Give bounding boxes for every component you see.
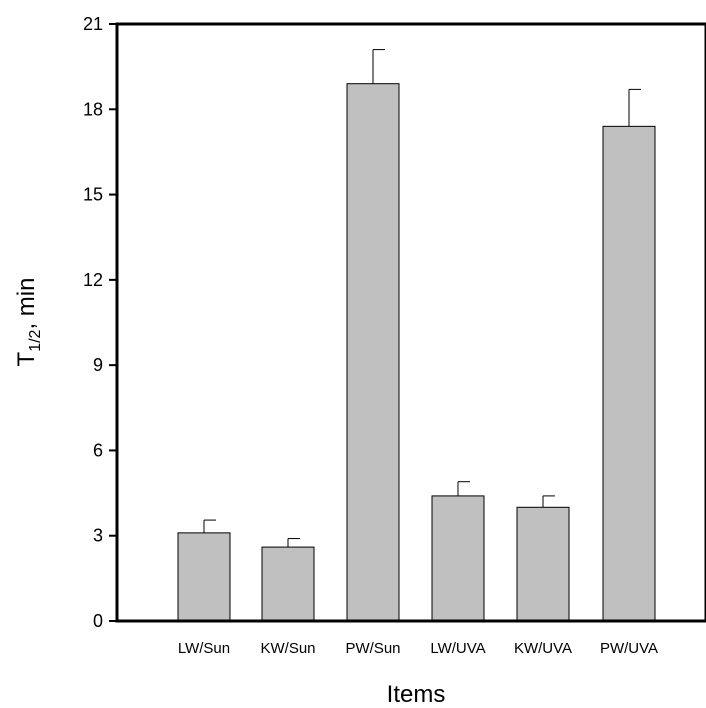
y-axis-title-main: T xyxy=(13,351,40,366)
x-tick-label-0: LW/Sun xyxy=(178,640,230,657)
x-axis-title: Items xyxy=(387,681,446,708)
y-tick-label-1: 3 xyxy=(93,526,103,546)
y-axis-title-rest: , min xyxy=(13,278,40,330)
bar-kw-sun xyxy=(261,546,315,622)
bar-kw-uva xyxy=(516,506,570,622)
y-axis-title: T1/2, min xyxy=(13,278,44,367)
y-tick-label-0: 0 xyxy=(93,611,103,631)
y-tick-label-4: 12 xyxy=(83,270,103,290)
bar-pw-sun xyxy=(346,83,400,622)
y-axis-title-subscript: 1/2 xyxy=(27,329,44,351)
x-tick-labels-group: LW/Sun KW/Sun PW/Sun LW/UVA KW/UVA PW/UVA xyxy=(178,640,658,657)
bar-lw-uva xyxy=(431,495,485,622)
y-tick-label-7: 21 xyxy=(83,14,103,34)
bar-pw-uva xyxy=(602,125,656,622)
bar-lw-sun xyxy=(177,532,231,622)
y-ticks-group: 0 3 6 9 12 15 18 21 xyxy=(83,14,117,631)
x-tick-label-4: KW/UVA xyxy=(514,640,572,657)
x-tick-label-2: PW/Sun xyxy=(345,640,400,657)
x-tick-label-1: KW/Sun xyxy=(260,640,315,657)
x-tick-label-3: LW/UVA xyxy=(430,640,485,657)
error-bars-group xyxy=(203,49,641,548)
bars-group xyxy=(177,83,656,622)
x-tick-label-5: PW/UVA xyxy=(600,640,658,657)
y-tick-label-6: 18 xyxy=(83,99,103,119)
axes-group xyxy=(115,22,706,623)
y-tick-label-2: 6 xyxy=(93,440,103,460)
y-tick-label-5: 15 xyxy=(83,185,103,205)
y-tick-label-3: 9 xyxy=(93,355,103,375)
